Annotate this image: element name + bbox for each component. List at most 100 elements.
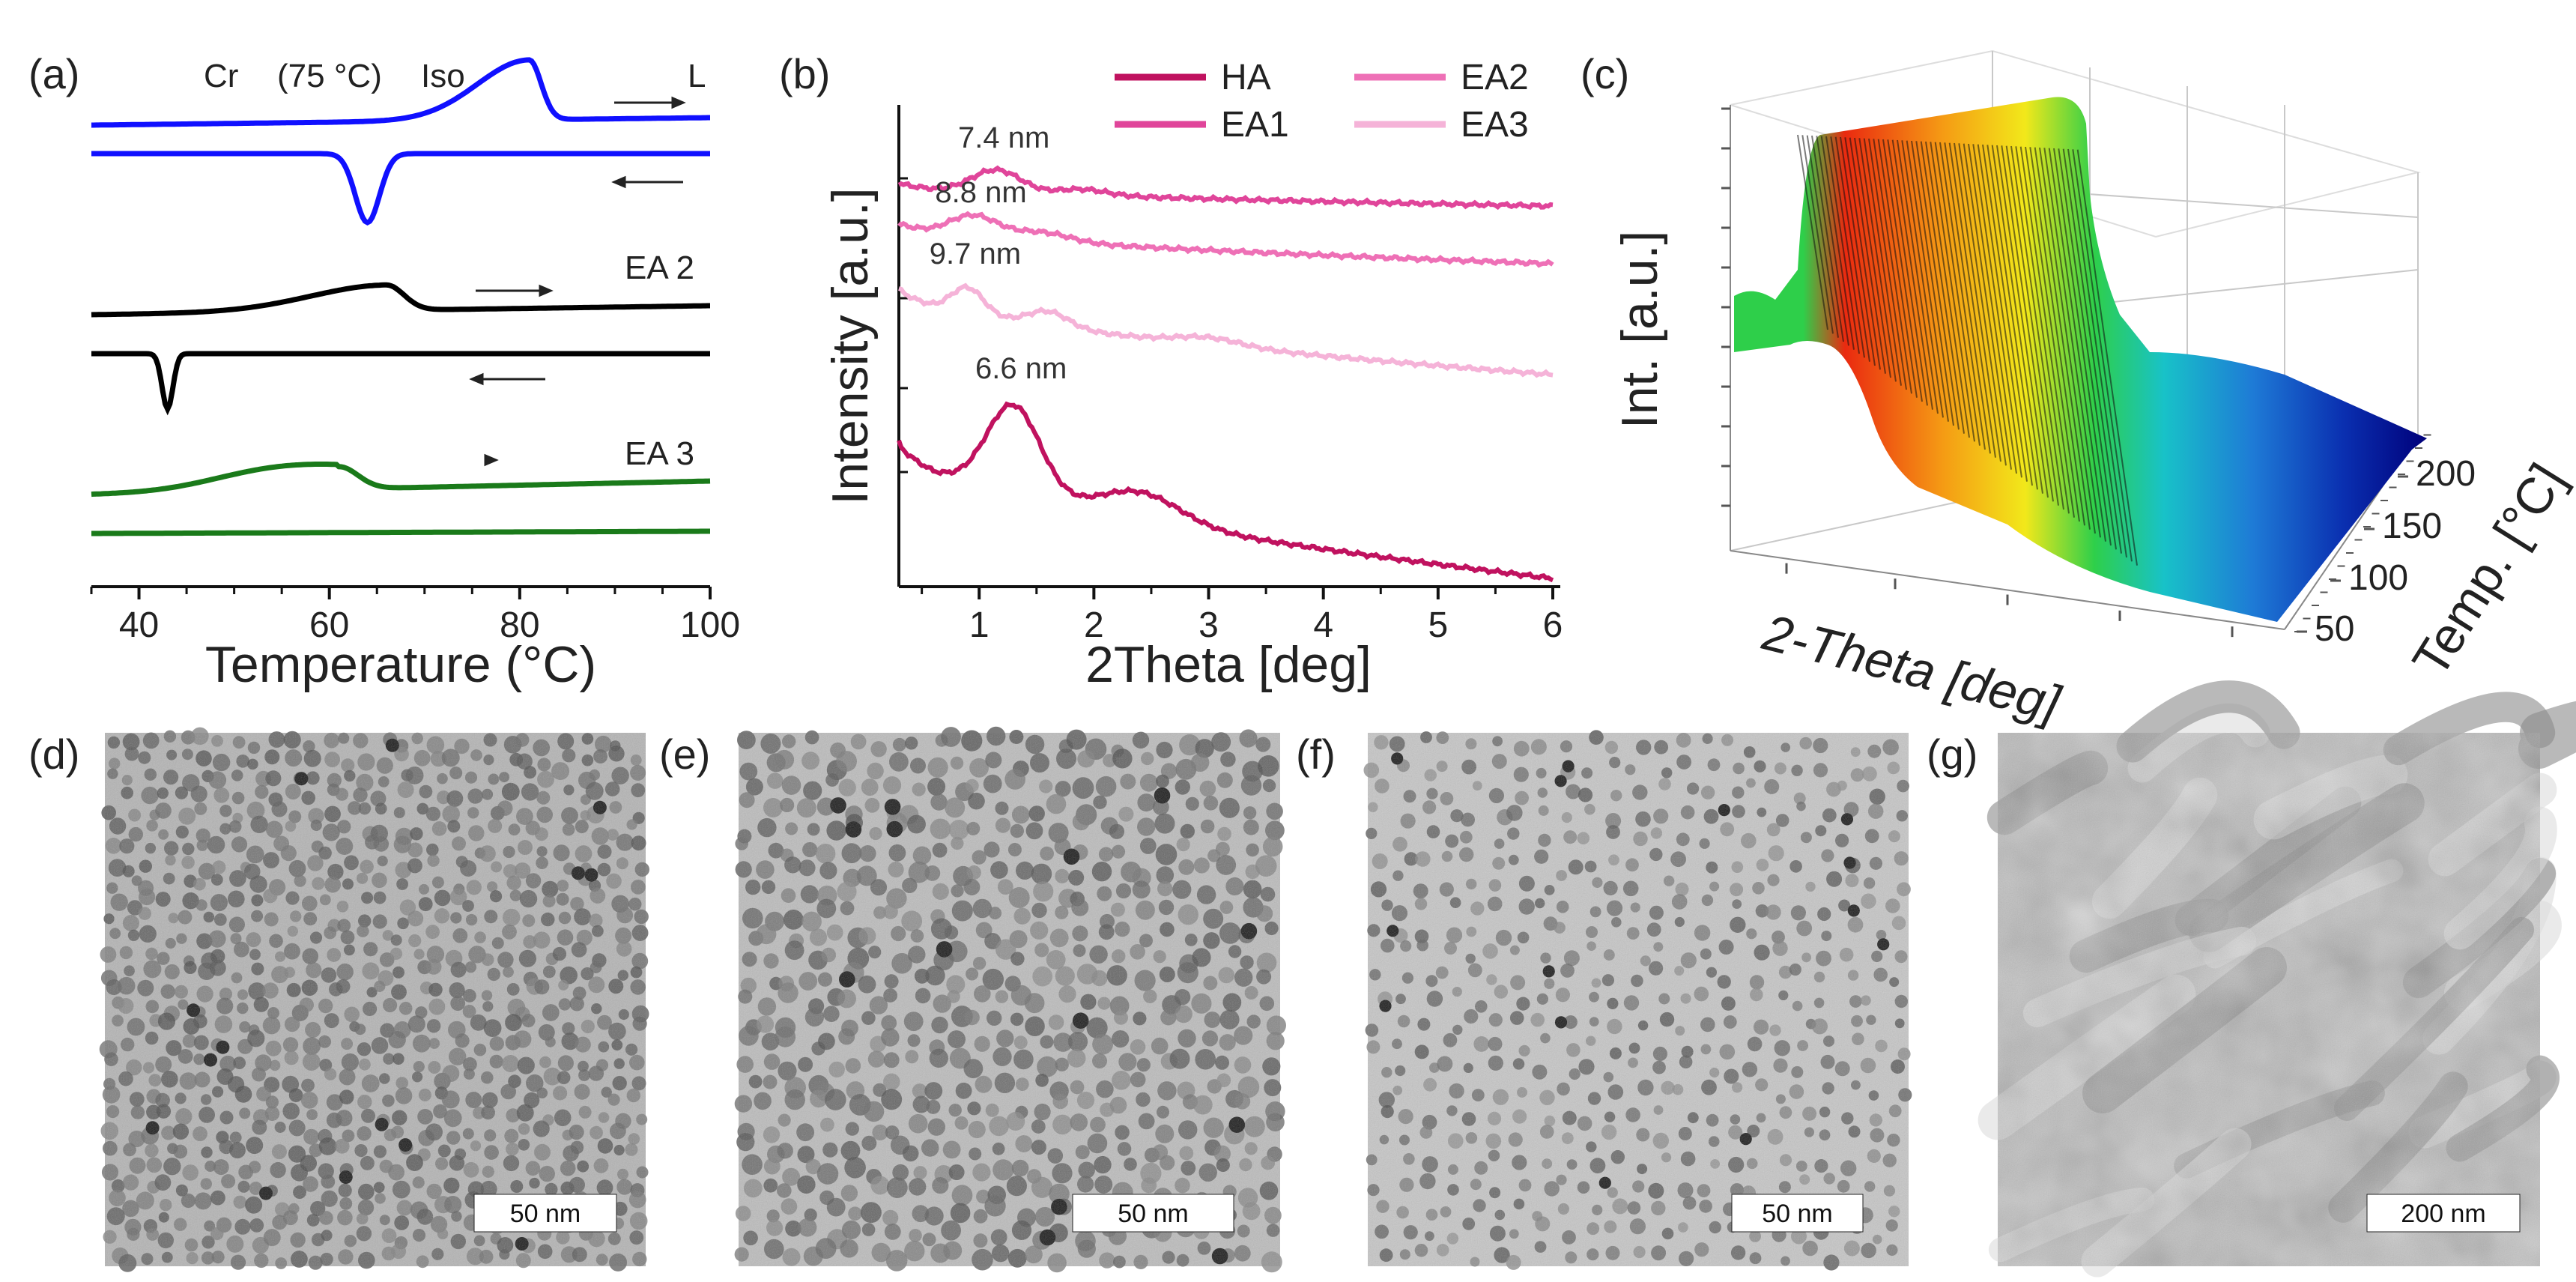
top-annotation-cr: Cr — [204, 58, 238, 94]
ridge-line — [1868, 138, 1907, 390]
ridge-line — [1958, 143, 2007, 466]
ridge-line — [1982, 144, 2033, 486]
top-annotation-temp: (75 °C) — [277, 58, 382, 94]
scale-bar-label: 200 nm — [2401, 1200, 2485, 1228]
ridge-line — [1849, 137, 1886, 374]
xrd-curve-ea3 — [898, 282, 1554, 378]
direction-arrows — [469, 96, 686, 467]
x-tick-label: 1 — [969, 605, 990, 645]
scale-bar — [1072, 1194, 1234, 1233]
ridge-line — [2067, 148, 2127, 558]
ridge-line — [2005, 145, 2059, 506]
ridge-line — [1963, 143, 2012, 470]
ridge-line — [1915, 141, 1960, 430]
panel-a: (a) Cr (75 °C) Iso L EA 2 EA 3 40 60 80 100… — [28, 50, 740, 693]
surface-fill — [1734, 97, 2427, 622]
ridge-line — [1863, 138, 1902, 386]
ridge-line — [2034, 147, 2091, 530]
legend-label: EA2 — [1461, 58, 1529, 97]
ridge-line — [2048, 148, 2106, 542]
tem-panel-e: (e) 50 nm — [659, 726, 1286, 1273]
peak-label: 8.8 nm — [935, 176, 1026, 209]
ridge-line — [2053, 148, 2112, 546]
y-axis-title: Intensity [a.u.] — [822, 187, 879, 504]
ridge-line — [1948, 142, 1996, 458]
ridge-line — [2029, 147, 2085, 526]
ridge-line — [1891, 139, 1933, 410]
ridge-line — [1811, 135, 1844, 342]
dsc-curve — [91, 528, 710, 536]
ridge-line — [1844, 137, 1881, 370]
lamella — [2518, 701, 2576, 769]
y-axis-ticks: 50 100 150 200 — [1785, 434, 2476, 649]
tem-panel-f: (f) 50 nm — [1296, 730, 1912, 1271]
ridge-line — [1972, 144, 2022, 478]
scale-bar — [473, 1194, 617, 1233]
x-tick-label: 2 — [1084, 605, 1104, 645]
surface-ridges — [1797, 134, 2138, 566]
xrd-curve-ea1 — [897, 165, 1554, 211]
tem-texture — [1998, 733, 2540, 1266]
x-tick-label: 60 — [309, 605, 349, 645]
peak-label: 9.7 nm — [930, 238, 1021, 270]
panel-label-c: (c) — [1581, 50, 1629, 97]
y-tick-label: 100 — [2348, 558, 2408, 598]
legend-label: EA1 — [1221, 105, 1289, 145]
ridge-line — [1834, 136, 1870, 362]
x-tick-label: 5 — [1428, 605, 1448, 645]
tem-images: (d) 50 nm (e) 50 nm (f) 50 nm (g) 200 nm — [28, 680, 2576, 1278]
top-annotation-iso: Iso — [421, 58, 465, 94]
x-axis-title: 2Theta [deg] — [1085, 636, 1372, 693]
scale-bar-label: 50 nm — [1762, 1200, 1833, 1228]
y-tick-label: 200 — [2416, 454, 2476, 494]
ridge-line — [2043, 148, 2101, 538]
ridge-line — [2062, 148, 2122, 554]
ridge-line — [1797, 134, 1828, 330]
tem-noise — [1368, 733, 1909, 1266]
ridge-line — [2015, 146, 2070, 514]
panel-b: (b) Intensity [a.u.] 7.4 nm 8.8 nm 9.7 nm 6… — [779, 50, 1563, 693]
ridge-line — [1934, 142, 1981, 446]
floor-edge — [1730, 494, 1993, 551]
tem-panel-g: (g) 200 nm — [1927, 680, 2576, 1278]
panel-c: (c) Int. [a.u.] 2-Theta [deg] 50 100 150 20… — [1581, 49, 2576, 733]
ridge-line — [2072, 149, 2133, 562]
arrow-right-icon — [614, 96, 686, 109]
y-tick-label: 150 — [2382, 507, 2442, 546]
ridge-line — [2019, 146, 2075, 518]
x-tick-label: 80 — [500, 605, 539, 645]
panel-label: (e) — [659, 731, 710, 778]
panel-label-a: (a) — [28, 50, 79, 97]
series-label-ea3: EA 3 — [625, 435, 694, 472]
peak-label: 7.4 nm — [958, 121, 1049, 154]
ridge-line — [1873, 139, 1912, 394]
tem-noise — [105, 733, 646, 1266]
xrd-curve-ea2 — [897, 211, 1554, 268]
ridge-line — [1996, 145, 2049, 498]
x-axis-title: Temperature (°C) — [205, 636, 596, 693]
x-tick-label: 100 — [680, 605, 740, 645]
scale-bar-label: 50 nm — [510, 1200, 581, 1228]
ridge-line — [1887, 139, 1928, 406]
x-tick-label: 6 — [1543, 605, 1563, 645]
scale-bar — [2366, 1194, 2521, 1233]
xrd-curve-ha — [897, 401, 1554, 583]
ridge-line — [1816, 136, 1849, 346]
ridge-line — [1882, 139, 1923, 402]
ridge-line — [2058, 148, 2117, 550]
ridge-line — [2025, 146, 2080, 522]
scale-bar — [1731, 1194, 1864, 1233]
ridge-line — [1901, 140, 1944, 418]
panel-label: (f) — [1296, 731, 1336, 778]
y-axis-minor-ticks — [899, 177, 908, 474]
ridge-line — [1986, 145, 2038, 490]
ridge-line — [1977, 144, 2028, 482]
dsc-curves — [91, 57, 711, 536]
ridge-line — [2076, 149, 2138, 566]
arrow-right-icon — [484, 453, 499, 467]
series-label-ea2: EA 2 — [625, 250, 694, 286]
x-axis-ticks: 1 2 3 4 5 6 — [921, 587, 1563, 645]
scale-bar-label: 50 nm — [1118, 1200, 1189, 1228]
lamella — [2116, 680, 2300, 763]
